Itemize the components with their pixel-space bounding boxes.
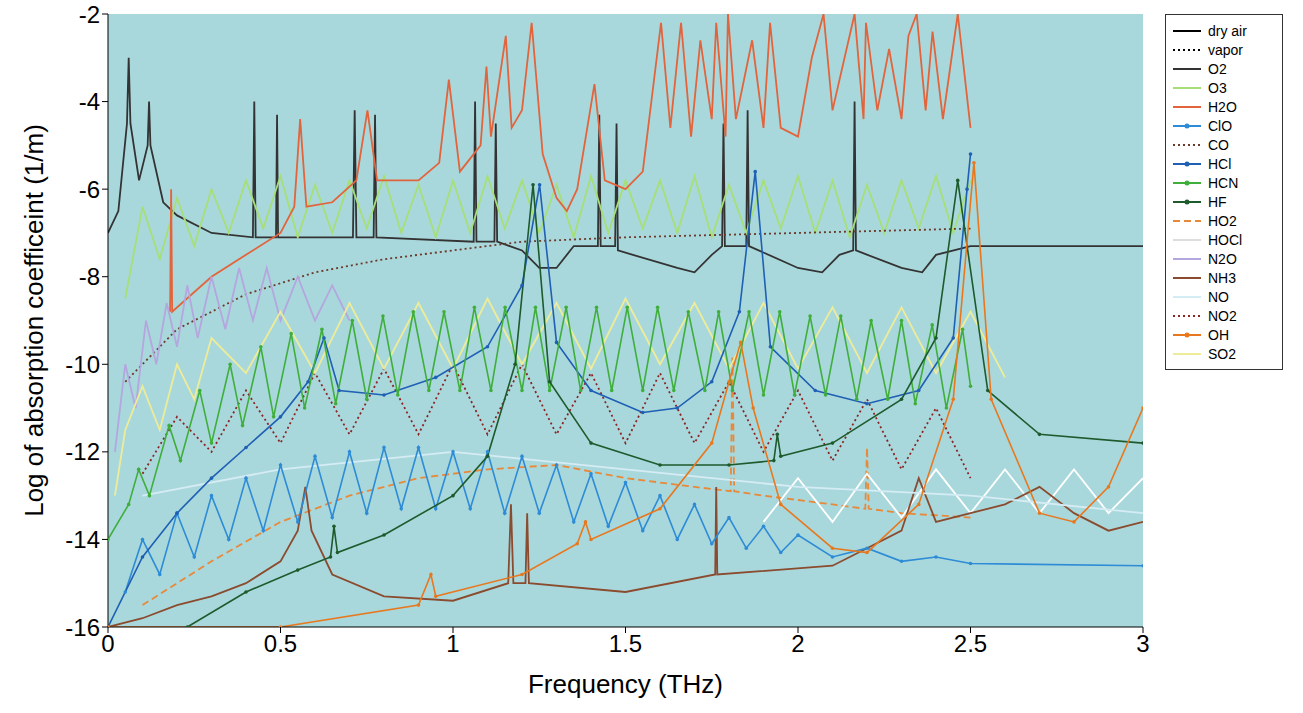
html-text:HCN: HCN bbox=[1208, 174, 1239, 191]
svg-text:-10: -10 bbox=[65, 351, 100, 378]
svg-text:-6: -6 bbox=[79, 176, 100, 203]
svg-text:1.5: 1.5 bbox=[609, 630, 642, 657]
svg-text:2: 2 bbox=[791, 630, 804, 657]
html-text:dry air: dry air bbox=[1208, 22, 1247, 39]
html-text:NH3: NH3 bbox=[1208, 269, 1236, 286]
html-text:SO2: SO2 bbox=[1208, 345, 1236, 362]
html-text:HCl: HCl bbox=[1208, 155, 1232, 172]
svg-text:0.5: 0.5 bbox=[264, 630, 297, 657]
html-text:NO2: NO2 bbox=[1208, 307, 1237, 324]
html-text:O2: O2 bbox=[1208, 60, 1227, 77]
html-text:ClO: ClO bbox=[1208, 117, 1233, 134]
svg-text:0: 0 bbox=[101, 630, 114, 657]
svg-text:1: 1 bbox=[446, 630, 459, 657]
html-text:OH: OH bbox=[1208, 326, 1229, 343]
html-text:NO: NO bbox=[1208, 288, 1229, 305]
html-text:H2O: H2O bbox=[1208, 98, 1237, 115]
svg-text:-14: -14 bbox=[65, 526, 100, 553]
html-text:N2O: N2O bbox=[1208, 250, 1237, 267]
svg-text:Log of absorption coefficeint: Log of absorption coefficeint (1/m) bbox=[19, 124, 49, 517]
svg-text:2.5: 2.5 bbox=[954, 630, 987, 657]
svg-text:-16: -16 bbox=[65, 614, 100, 641]
html-text:vapor: vapor bbox=[1208, 41, 1243, 58]
svg-text:3: 3 bbox=[1136, 630, 1149, 657]
html-text:CO: CO bbox=[1208, 136, 1229, 153]
svg-text:-4: -4 bbox=[79, 88, 100, 115]
svg-text:Frequency (THz): Frequency (THz) bbox=[528, 669, 723, 699]
html-text:O3: O3 bbox=[1208, 79, 1227, 96]
html-text:HO2: HO2 bbox=[1208, 212, 1237, 229]
svg-text:-8: -8 bbox=[79, 263, 100, 290]
svg-text:-2: -2 bbox=[79, 1, 100, 28]
svg-text:-12: -12 bbox=[65, 438, 100, 465]
html-text:HF: HF bbox=[1208, 193, 1227, 210]
html-text:HOCl: HOCl bbox=[1208, 231, 1243, 248]
